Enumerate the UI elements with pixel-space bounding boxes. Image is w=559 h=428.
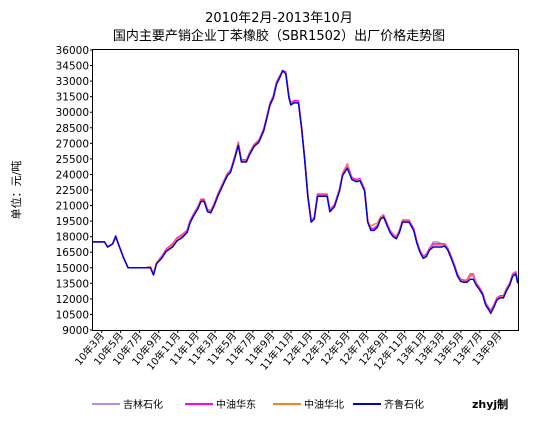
series-line-3 bbox=[93, 69, 519, 315]
y-tick-label: 21000 bbox=[56, 201, 89, 213]
y-tick-label: 27000 bbox=[56, 138, 89, 150]
y-tick-label: 34500 bbox=[56, 61, 89, 73]
x-tick-labels: 10年3月10年5月10年7月10年9月10年11月11年1月11年3月11年5… bbox=[72, 330, 504, 373]
y-tick-label: 30000 bbox=[56, 107, 89, 119]
series-line-0 bbox=[93, 69, 519, 313]
y-tick-label: 28500 bbox=[56, 123, 89, 135]
series-lines bbox=[93, 69, 519, 315]
y-tick-label: 25500 bbox=[56, 154, 89, 166]
y-tick-label: 31500 bbox=[56, 92, 89, 104]
y-tick-label: 15000 bbox=[56, 263, 89, 275]
y-tick-label: 13500 bbox=[56, 278, 89, 290]
y-tick-label: 12000 bbox=[56, 294, 89, 306]
y-axis-label: 单位：元/吨 bbox=[9, 161, 23, 220]
legend-label: 中油华东 bbox=[216, 398, 256, 411]
y-tick-label: 19500 bbox=[56, 216, 89, 228]
series-line-1 bbox=[93, 69, 519, 312]
y-tick-label: 36000 bbox=[56, 45, 89, 57]
legend: 吉林石化 中油华东 中油华北 齐鲁石化 bbox=[92, 398, 424, 411]
y-tick-label: 22500 bbox=[56, 185, 89, 197]
y-tick-label: 16500 bbox=[56, 247, 89, 259]
series-line-2 bbox=[93, 69, 519, 313]
legend-label: 中油华北 bbox=[304, 398, 344, 411]
y-tick-label: 9000 bbox=[62, 325, 89, 337]
y-tick-label: 18000 bbox=[56, 232, 89, 244]
credit-label: zhyj制 bbox=[472, 397, 508, 411]
plot-frame bbox=[92, 49, 519, 331]
y-tick-label: 24000 bbox=[56, 169, 89, 181]
chart-title: 2010年2月-2013年10月 bbox=[205, 11, 353, 26]
y-tick-label: 10500 bbox=[56, 309, 89, 321]
y-tick-labels: 9000 10500 12000 13500 15000 16500 18000 19500 2… bbox=[56, 45, 93, 337]
chart-subtitle: 国内主要产销企业丁苯橡胶（SBR1502）出厂价格走势图 bbox=[113, 28, 445, 44]
legend-label: 齐鲁石化 bbox=[384, 398, 424, 411]
legend-label: 吉林石化 bbox=[123, 398, 163, 411]
y-tick-label: 33000 bbox=[56, 76, 89, 88]
